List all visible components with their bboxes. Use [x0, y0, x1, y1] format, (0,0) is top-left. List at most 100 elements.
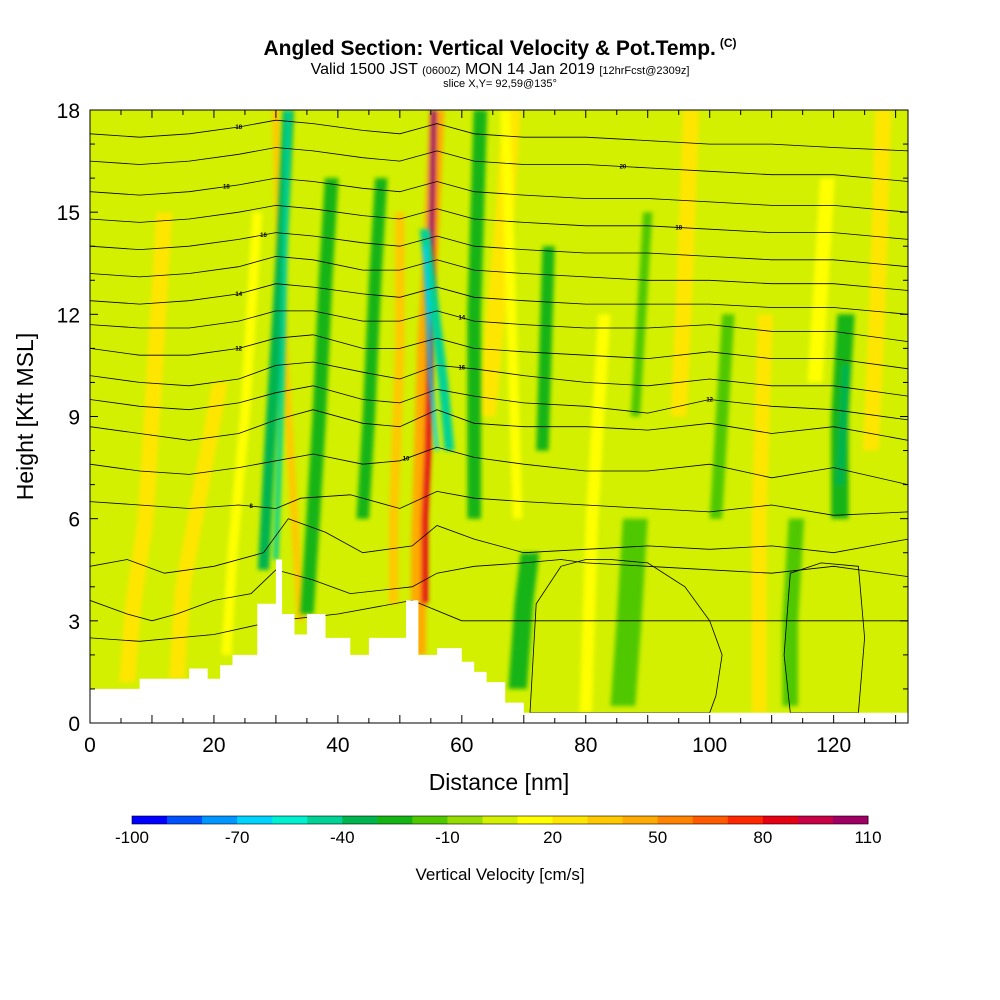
- x-tick-label: 80: [574, 734, 597, 757]
- colorbar-frame: [131, 815, 869, 825]
- updraft-band-9: [500, 110, 523, 519]
- x-tick-label: 120: [816, 734, 851, 757]
- downdraft-band-10: [630, 212, 653, 417]
- isentrope-label-7: 16: [458, 366, 465, 372]
- axes: 0 20 40 60 80 100 120 0 3 6 9 12 15 18: [57, 100, 908, 757]
- colorbar-title: Vertical Velocity [cm/s]: [415, 865, 584, 884]
- isentrope-label-4: 10: [403, 457, 410, 463]
- colorbar-box: [832, 816, 869, 824]
- y-tick-label: 18: [57, 100, 80, 123]
- y-tick-label: 0: [68, 713, 80, 736]
- updraft-band-2: [221, 212, 263, 655]
- isentrope-0: [90, 599, 908, 642]
- isentrope-5: [90, 409, 908, 441]
- downdraft-bands: [257, 110, 855, 706]
- updraft-band-11: [670, 110, 700, 417]
- terrain-profile: [90, 559, 908, 723]
- y-axis-label: Height [Kft MSL]: [12, 333, 38, 500]
- colorbar-label: -70: [225, 828, 250, 847]
- isentrope-label-6: 12: [706, 397, 713, 403]
- colorbar-box: [272, 816, 308, 824]
- updraft-band-0: [119, 212, 173, 683]
- colorbar-box: [587, 816, 624, 824]
- colorbar-box: [552, 816, 589, 824]
- isentrope-label-16: 18: [235, 125, 242, 131]
- updraft-band-1: [169, 382, 228, 679]
- chart-title-text: Angled Section: Vertical Velocity & Pot.…: [263, 37, 716, 60]
- isentrope-16: [90, 119, 908, 152]
- valid-time: Valid 1500 JST: [310, 61, 418, 78]
- x-tick-label: 20: [202, 734, 225, 757]
- colorbar-box: [517, 816, 554, 824]
- vertical-velocity-field: 8 10 12 16 12 14 14 16 18 18 20 18: [90, 110, 908, 723]
- isentrope-9: [90, 310, 908, 342]
- colorbar-box: [377, 816, 413, 824]
- colorbar-label: 80: [753, 828, 772, 847]
- x-axis-label: Distance [nm]: [429, 769, 570, 795]
- colorbar-label: 110: [854, 828, 881, 847]
- colorbar-box: [167, 816, 203, 824]
- valid-utc: (0600Z): [422, 65, 461, 77]
- slice-info: slice X,Y= 92,59@135°: [443, 78, 557, 90]
- y-tick-label: 9: [68, 407, 80, 430]
- title-unit-note: (C): [719, 36, 737, 50]
- colorbar-box: [342, 816, 378, 824]
- isentrope-7: [90, 361, 908, 397]
- y-tick-label: 15: [57, 202, 80, 225]
- isentrope-11: [90, 255, 908, 291]
- colorbar-box: [412, 816, 448, 824]
- isentrope-label-12: 16: [260, 233, 267, 239]
- chart-subtitle: Valid 1500 JST (0600Z) MON 14 Jan 2019 […: [0, 61, 1000, 79]
- x-tick-label: 40: [326, 734, 349, 757]
- isentrope-label-14: 18: [223, 185, 230, 191]
- colorbar-label: 20: [543, 828, 562, 847]
- isentrope-label-15: 20: [620, 165, 627, 171]
- colorbar-box: [727, 816, 764, 824]
- colorbar-box: [482, 816, 519, 824]
- updraft-band-14: [862, 110, 892, 451]
- isentrope-12: [90, 232, 908, 268]
- isentrope-15: [90, 147, 908, 182]
- isentrope-3: [90, 490, 908, 516]
- potential-temperature-contours: 8 10 12 16 12 14 14 16 18 18 20 18: [90, 119, 908, 642]
- downdraft-band-6: [467, 110, 488, 519]
- isentrope-label-8: 12: [235, 346, 242, 352]
- y-tick-label: 3: [68, 611, 80, 634]
- y-tick-label: 12: [57, 304, 80, 327]
- y-tick-label: 6: [68, 509, 80, 532]
- forecast-info: [12hrFcst@2309z]: [599, 65, 690, 77]
- downdraft-band-4: [419, 229, 455, 451]
- isentrope-14: [90, 177, 908, 213]
- isentrope-1: [90, 559, 908, 622]
- colorbar-box: [692, 816, 729, 824]
- valid-date: MON 14 Jan 2019: [465, 61, 595, 78]
- downdraft-band-2: [300, 178, 339, 614]
- updraft-band-4: [389, 212, 405, 604]
- colorbar-box: [202, 816, 238, 824]
- downdraft-band-1: [273, 110, 291, 560]
- isentrope-label-10: 14: [235, 292, 242, 298]
- chart-title: Angled Section: Vertical Velocity & Pot.…: [0, 36, 1000, 61]
- isentrope-8: [90, 334, 908, 370]
- isentrope-4: [90, 446, 908, 485]
- updraft-band-10: [579, 314, 611, 713]
- colorbar-box: [657, 816, 694, 824]
- colorbar-box: [762, 816, 799, 824]
- colorbar-label: -10: [435, 828, 460, 847]
- isentrope-10: [90, 283, 908, 315]
- colorbar-box: [797, 816, 834, 824]
- isentrope-label-13: 18: [675, 225, 682, 231]
- isentrope-label-3: 8: [249, 504, 253, 510]
- downdraft-band-5: [422, 246, 439, 451]
- isentrope-label-9: 14: [458, 316, 465, 322]
- isentrope-2: [90, 518, 908, 574]
- colorbar-label: -100: [115, 828, 149, 847]
- colorbar-box: [237, 816, 273, 824]
- colorbar-box: [622, 816, 659, 824]
- downdraft-band-14: [836, 365, 850, 485]
- updraft-band-12: [751, 314, 773, 713]
- x-tick-label: 100: [692, 734, 727, 757]
- downdraft-band-8: [536, 246, 555, 451]
- downdraft-band-12: [782, 518, 805, 706]
- colorbar-label: -40: [330, 828, 355, 847]
